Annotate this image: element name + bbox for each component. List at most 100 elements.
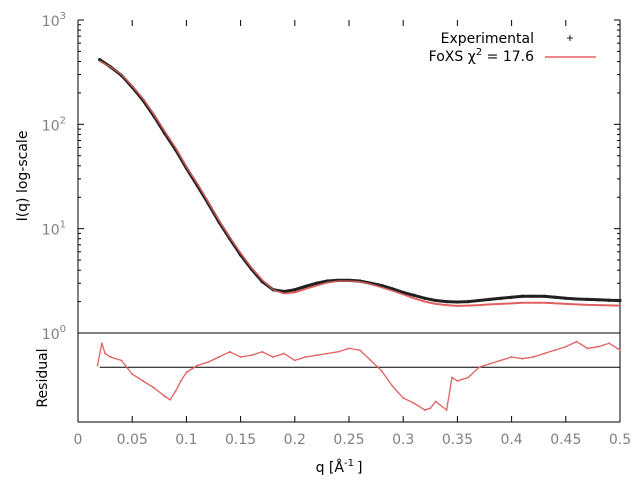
x-ticks: 0 0.05 0.1 0.15 0.2 0.25 0.3 0.35 0.4 0.45 0.5 xyxy=(74,20,631,448)
experimental-point xyxy=(282,289,286,294)
legend-label-fit: FoXS χ2 = 17.6 xyxy=(429,47,534,65)
residual-point xyxy=(554,349,556,352)
legend-fit-exponent: 2 xyxy=(476,47,482,58)
residual-point xyxy=(180,380,182,382)
residual-point xyxy=(337,350,340,353)
experimental-point xyxy=(314,281,319,285)
residual-point xyxy=(456,380,459,382)
x-axis-label-base: q [Å xyxy=(316,459,345,476)
x-tick-label-0: 0 xyxy=(74,432,83,448)
residual-point xyxy=(104,352,106,355)
residual-point xyxy=(358,349,361,352)
x-tick-label-4: 0.2 xyxy=(284,432,306,448)
residual-point xyxy=(272,356,275,358)
residual-point xyxy=(575,340,578,343)
residual-point xyxy=(597,345,600,348)
residual-point xyxy=(315,354,318,357)
experimental-point xyxy=(455,300,459,304)
x-axis-label-end: ] xyxy=(357,460,362,476)
residual-panel: Residual 0 0.05 0.1 0.15 0.2 0.25 0.3 0.35 0.4 0.… xyxy=(35,20,631,476)
residual-point xyxy=(402,397,405,399)
experimental-point xyxy=(466,299,470,304)
experimental-point xyxy=(98,58,102,62)
residual-point xyxy=(326,352,329,355)
experimental-series-line xyxy=(98,58,621,304)
residual-point xyxy=(120,359,123,362)
residual-point xyxy=(543,352,546,355)
experimental-point xyxy=(401,290,405,294)
residual-point xyxy=(478,366,480,369)
residual-point xyxy=(196,364,199,367)
x-tick-label-8: 0.4 xyxy=(500,432,522,448)
legend-label-experimental: Experimental xyxy=(441,31,534,47)
residual-point xyxy=(250,354,253,357)
y-tick-label-0: 100 xyxy=(42,324,66,343)
experimental-point xyxy=(304,284,308,288)
experimental-point xyxy=(444,299,449,304)
residual-point xyxy=(293,359,296,362)
experimental-point xyxy=(542,294,546,298)
x-axis-label-exponent: -1 xyxy=(344,458,354,469)
experimental-point xyxy=(585,297,590,301)
experimental-point xyxy=(477,298,481,303)
residual-point xyxy=(413,402,415,405)
y-axis-label-intensity: I(q) log-scale xyxy=(15,131,31,222)
residual-point xyxy=(283,352,285,355)
experimental-point xyxy=(564,296,568,300)
residual-point xyxy=(131,373,134,375)
experimental-point xyxy=(293,288,297,292)
residual-point xyxy=(348,347,350,350)
y-axis-label-residual: Residual xyxy=(35,348,51,407)
y-tick-label-1: 101 xyxy=(42,220,66,239)
x-tick-label-2: 0.1 xyxy=(175,432,197,448)
y-tick-label-3: 103 xyxy=(42,11,66,30)
x-tick-label-10: 0.5 xyxy=(609,432,631,448)
experimental-point xyxy=(390,287,394,291)
residual-point xyxy=(185,371,188,374)
experimental-point xyxy=(412,293,416,297)
x-tick-label-6: 0.3 xyxy=(392,432,414,448)
residual-point xyxy=(489,362,491,365)
residual-point xyxy=(261,350,264,353)
residual-point xyxy=(304,356,307,358)
residual-point xyxy=(163,395,166,398)
experimental-point xyxy=(434,298,438,303)
x-tick-label-3: 0.15 xyxy=(225,432,256,448)
residual-point xyxy=(174,390,177,393)
experimental-point xyxy=(488,297,492,301)
residual-point xyxy=(96,364,99,367)
residual-point xyxy=(429,407,432,410)
experimental-point xyxy=(520,294,525,298)
legend-marker-experimental xyxy=(567,35,573,41)
residual-point xyxy=(467,376,470,379)
residual-point xyxy=(451,376,453,379)
residual-point xyxy=(608,342,611,345)
residual-point xyxy=(434,400,437,403)
residual-point xyxy=(228,350,231,353)
residual-point xyxy=(218,356,220,358)
intensity-panel: 100 101 102 103 I(q) log-scale Experimental… xyxy=(15,11,622,343)
residual-point xyxy=(586,347,589,350)
residual-point xyxy=(532,356,535,358)
residual-point xyxy=(499,359,502,362)
fit-series-line-overlay xyxy=(99,60,621,307)
residual-point xyxy=(391,385,394,387)
experimental-point xyxy=(618,298,622,303)
residual-line xyxy=(96,340,621,412)
residual-point xyxy=(142,380,144,382)
fit-series-line xyxy=(99,60,621,307)
residual-point xyxy=(619,349,621,352)
residual-point xyxy=(510,356,513,358)
y-ticks-top: 100 101 102 103 xyxy=(42,11,620,343)
legend-fit-prefix: FoXS χ xyxy=(429,49,476,65)
residual-point xyxy=(445,409,448,411)
legend: Experimental FoXS χ2 = 17.6 xyxy=(429,31,596,65)
x-tick-label-1: 0.05 xyxy=(117,432,148,448)
residual-point xyxy=(100,342,103,345)
experimental-point xyxy=(607,298,611,302)
experimental-point xyxy=(531,294,535,298)
residual-point xyxy=(152,386,155,389)
residual-point xyxy=(369,359,372,362)
residual-point xyxy=(423,409,426,411)
